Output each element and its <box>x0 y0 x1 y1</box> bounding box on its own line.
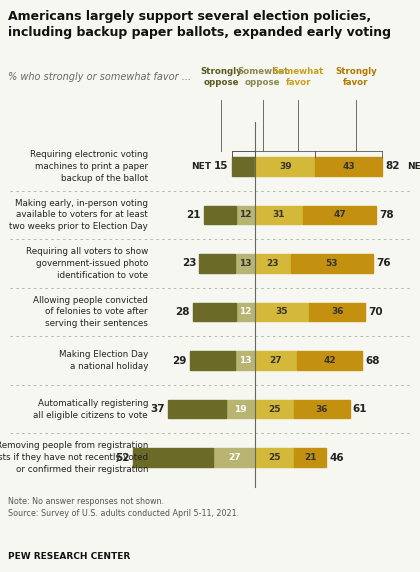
Text: 28: 28 <box>176 307 190 317</box>
Text: Note: No answer responses not shown.
Source: Survey of U.S. adults conducted Apr: Note: No answer responses not shown. Sou… <box>8 497 239 518</box>
Text: 12: 12 <box>239 308 252 316</box>
Text: 42: 42 <box>323 356 336 365</box>
Bar <box>199 254 235 273</box>
Text: NET: NET <box>407 162 420 171</box>
Bar <box>255 254 291 273</box>
Text: 27: 27 <box>228 453 240 462</box>
Text: Requiring all voters to show
government-issued photo
identification to vote: Requiring all voters to show government-… <box>26 247 148 280</box>
Text: 13: 13 <box>239 356 251 365</box>
Text: Americans largely support several election policies,
including backup paper ball: Americans largely support several electi… <box>8 10 391 39</box>
Text: 76: 76 <box>376 259 391 268</box>
Text: Requiring electronic voting
machines to print a paper
backup of the ballot: Requiring electronic voting machines to … <box>30 150 148 182</box>
Bar <box>315 157 382 176</box>
Text: 31: 31 <box>273 210 285 219</box>
Text: 23: 23 <box>182 259 196 268</box>
Bar <box>291 254 373 273</box>
Bar <box>255 400 294 418</box>
Text: 19: 19 <box>234 404 247 414</box>
Text: 29: 29 <box>173 356 187 366</box>
Bar <box>255 303 309 321</box>
Bar <box>255 448 294 467</box>
Text: 53: 53 <box>326 259 338 268</box>
Text: 39: 39 <box>279 162 291 171</box>
Text: 15: 15 <box>214 161 229 171</box>
Bar <box>309 303 365 321</box>
Text: Somewhat
oppose: Somewhat oppose <box>237 67 289 87</box>
Bar <box>255 351 297 370</box>
Bar <box>204 205 236 224</box>
Text: Somewhat
favor: Somewhat favor <box>273 67 324 87</box>
Text: Making Election Day
a national holiday: Making Election Day a national holiday <box>59 350 148 371</box>
Text: 27: 27 <box>270 356 282 365</box>
Text: 68: 68 <box>365 356 379 366</box>
Text: 23: 23 <box>267 259 279 268</box>
Text: 43: 43 <box>342 162 355 171</box>
Text: 70: 70 <box>368 307 383 317</box>
Text: Strongly
favor: Strongly favor <box>335 67 377 87</box>
Text: Allowing people convicted
of felonies to vote after
serving their sentences: Allowing people convicted of felonies to… <box>33 296 148 328</box>
Bar <box>297 351 362 370</box>
Bar <box>235 254 255 273</box>
Text: 46: 46 <box>329 452 344 463</box>
Text: 61: 61 <box>352 404 367 414</box>
Text: 37: 37 <box>151 404 165 414</box>
Text: 36: 36 <box>331 308 344 316</box>
Text: 47: 47 <box>333 210 346 219</box>
Bar <box>213 448 255 467</box>
Bar <box>255 205 303 224</box>
Text: Making early, in-person voting
available to voters for at least
two weeks prior : Making early, in-person voting available… <box>9 198 148 231</box>
Bar <box>294 400 349 418</box>
Bar <box>193 303 236 321</box>
Text: 36: 36 <box>315 404 328 414</box>
Bar <box>168 400 226 418</box>
Text: % who strongly or somewhat favor ...: % who strongly or somewhat favor ... <box>8 72 191 82</box>
Text: 52: 52 <box>115 452 129 463</box>
Text: 21: 21 <box>186 210 201 220</box>
Text: 78: 78 <box>379 210 394 220</box>
Text: Automatically registering
all eligible citizens to vote: Automatically registering all eligible c… <box>33 399 148 419</box>
Text: 25: 25 <box>268 453 281 462</box>
Bar <box>236 205 255 224</box>
Text: Removing people from registration
lists if they have not recently voted
or confi: Removing people from registration lists … <box>0 442 148 474</box>
Text: PEW RESEARCH CENTER: PEW RESEARCH CENTER <box>8 552 130 561</box>
Text: 13: 13 <box>239 259 251 268</box>
Text: 25: 25 <box>268 404 281 414</box>
Text: Strongly
oppose: Strongly oppose <box>200 67 242 87</box>
Bar <box>133 448 213 467</box>
Bar <box>236 303 255 321</box>
Bar <box>235 351 255 370</box>
Text: NET: NET <box>191 162 211 171</box>
Text: 12: 12 <box>239 210 252 219</box>
Bar <box>232 157 255 176</box>
Bar <box>226 400 255 418</box>
Text: 35: 35 <box>276 308 289 316</box>
Bar <box>190 351 235 370</box>
Text: 82: 82 <box>385 161 399 171</box>
Text: 21: 21 <box>304 453 316 462</box>
Bar <box>294 448 326 467</box>
Bar <box>303 205 376 224</box>
Bar <box>255 157 315 176</box>
